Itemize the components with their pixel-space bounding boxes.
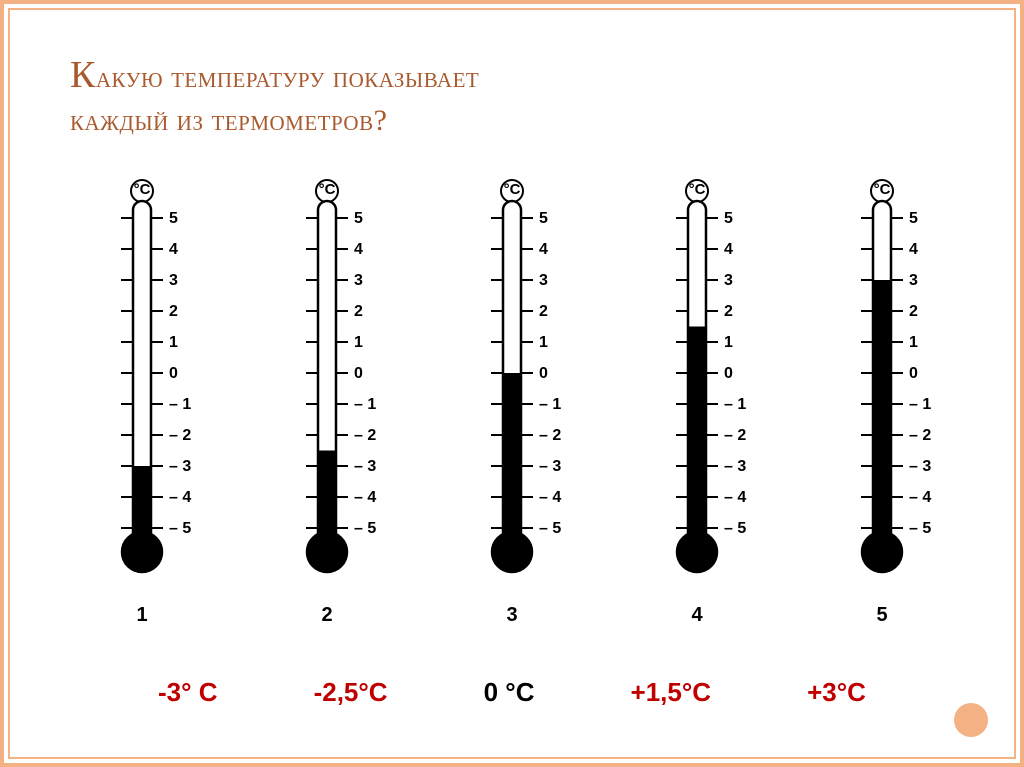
thermometer-index-label: 4 [691,604,702,627]
thermometers-row: °C 5 4 3 2 1 0 – 1 – 2 – 3 – 4 – 5 1 °C 5 4 3 2 1 0 – 1 –… [70,172,954,627]
svg-text:°C: °C [689,181,706,198]
answer-5: +3°С [807,677,866,708]
svg-text:4: 4 [169,241,178,258]
answer-4: +1,5°С [631,677,712,708]
svg-text:– 2: – 2 [169,427,191,444]
svg-text:– 2: – 2 [539,427,561,444]
svg-text:– 5: – 5 [724,520,746,537]
svg-text:– 1: – 1 [909,396,931,413]
svg-text:0: 0 [724,365,733,382]
svg-text:– 1: – 1 [169,396,191,413]
svg-text:3: 3 [909,272,918,289]
svg-text:2: 2 [169,303,178,320]
svg-text:– 5: – 5 [354,520,376,537]
svg-text:5: 5 [724,210,733,227]
outer-frame: Какую температуру показывает каждый из т… [0,0,1024,767]
svg-text:– 4: – 4 [724,489,746,506]
svg-text:°C: °C [874,181,891,198]
thermometer-svg: °C 5 4 3 2 1 0 – 1 – 2 – 3 – 4 – 5 [257,172,397,592]
svg-text:– 4: – 4 [539,489,561,506]
thermometer-5: °C 5 4 3 2 1 0 – 1 – 2 – 3 – 4 – 5 5 [812,172,952,627]
answer-1: -3° С [158,677,218,708]
svg-text:– 2: – 2 [354,427,376,444]
thermometer-index-label: 1 [136,604,147,627]
svg-text:2: 2 [724,303,733,320]
svg-text:4: 4 [539,241,548,258]
svg-text:3: 3 [539,272,548,289]
svg-text:– 4: – 4 [354,489,376,506]
thermometer-svg: °C 5 4 3 2 1 0 – 1 – 2 – 3 – 4 – 5 [627,172,767,592]
svg-text:– 2: – 2 [909,427,931,444]
svg-text:°C: °C [504,181,521,198]
svg-text:– 4: – 4 [169,489,191,506]
title-line2: каждый из термометров? [70,104,387,137]
svg-text:4: 4 [909,241,918,258]
svg-text:1: 1 [169,334,178,351]
svg-text:– 1: – 1 [354,396,376,413]
svg-text:2: 2 [354,303,363,320]
svg-text:2: 2 [909,303,918,320]
svg-text:– 1: – 1 [539,396,561,413]
answers-row: -3° С -2,5°С 0 °С +1,5°С +3°С [70,677,954,708]
svg-text:– 1: – 1 [724,396,746,413]
svg-text:1: 1 [539,334,548,351]
svg-text:°C: °C [319,181,336,198]
svg-text:– 2: – 2 [724,427,746,444]
svg-text:1: 1 [354,334,363,351]
thermometer-index-label: 2 [321,604,332,627]
inner-frame: Какую температуру показывает каждый из т… [8,8,1016,759]
svg-text:°C: °C [134,181,151,198]
title-line1-first: К [70,54,96,96]
thermometer-3: °C 5 4 3 2 1 0 – 1 – 2 – 3 – 4 – 5 3 [442,172,582,627]
svg-text:– 3: – 3 [169,458,191,475]
svg-text:0: 0 [354,365,363,382]
svg-text:– 5: – 5 [909,520,931,537]
thermometer-1: °C 5 4 3 2 1 0 – 1 – 2 – 3 – 4 – 5 1 [72,172,212,627]
svg-text:5: 5 [169,210,178,227]
thermometer-svg: °C 5 4 3 2 1 0 – 1 – 2 – 3 – 4 – 5 [442,172,582,592]
svg-text:– 5: – 5 [169,520,191,537]
svg-text:0: 0 [539,365,548,382]
svg-text:4: 4 [354,241,363,258]
thermometer-index-label: 5 [876,604,887,627]
svg-text:– 3: – 3 [909,458,931,475]
svg-text:– 5: – 5 [539,520,561,537]
svg-text:0: 0 [909,365,918,382]
thermometer-4: °C 5 4 3 2 1 0 – 1 – 2 – 3 – 4 – 5 4 [627,172,767,627]
svg-text:5: 5 [539,210,548,227]
svg-text:3: 3 [169,272,178,289]
svg-text:– 3: – 3 [724,458,746,475]
answer-2: -2,5°С [314,677,388,708]
svg-text:2: 2 [539,303,548,320]
svg-text:1: 1 [724,334,733,351]
svg-text:3: 3 [354,272,363,289]
svg-text:5: 5 [354,210,363,227]
thermometer-index-label: 3 [506,604,517,627]
svg-text:– 3: – 3 [539,458,561,475]
svg-text:0: 0 [169,365,178,382]
thermometer-2: °C 5 4 3 2 1 0 – 1 – 2 – 3 – 4 – 5 2 [257,172,397,627]
svg-text:1: 1 [909,334,918,351]
svg-text:– 3: – 3 [354,458,376,475]
answer-3: 0 °С [484,677,535,708]
svg-text:– 4: – 4 [909,489,931,506]
svg-text:3: 3 [724,272,733,289]
thermometer-svg: °C 5 4 3 2 1 0 – 1 – 2 – 3 – 4 – 5 [812,172,952,592]
svg-text:5: 5 [909,210,918,227]
title-line1-rest: акую температуру показывает [96,61,479,94]
thermometer-svg: °C 5 4 3 2 1 0 – 1 – 2 – 3 – 4 – 5 [72,172,212,592]
svg-text:4: 4 [724,241,733,258]
slide-title: Какую температуру показывает каждый из т… [70,50,954,142]
corner-decoration-dot [954,703,988,737]
